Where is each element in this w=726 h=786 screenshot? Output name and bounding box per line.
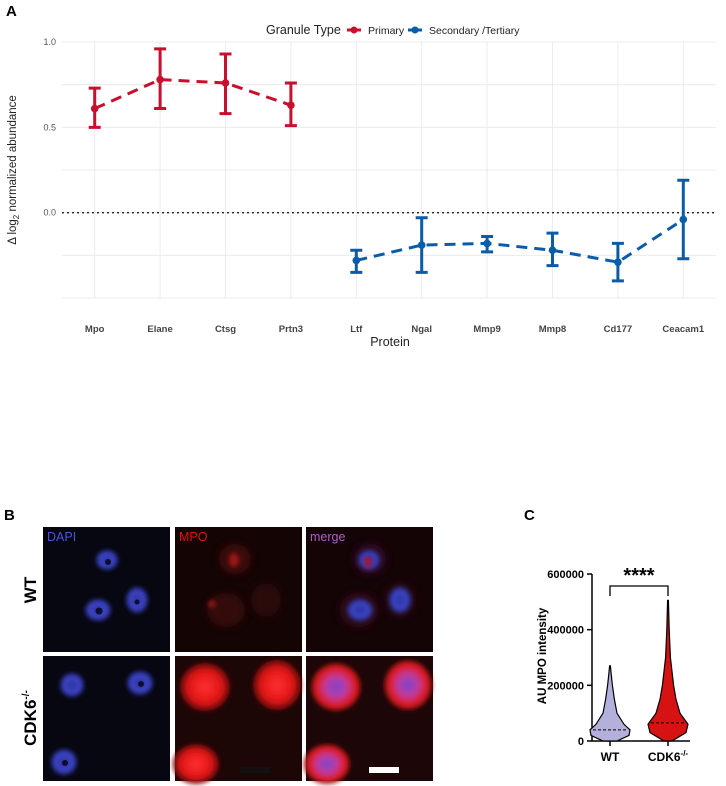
data-point [352,256,361,265]
series-primary [88,47,297,129]
series-secondary [350,178,690,283]
x-ticks-a: Mpo Elane Ctsg Prtn3 Ltf Ngal Mmp9 Mmp8 Cd177 Cea… [85,324,705,335]
y-label-prefix: Δ log [7,219,19,245]
data-point [679,215,688,224]
x-tick-label-a: Mmp9 [473,324,500,335]
data-point [548,246,557,255]
cells-ko-mpo [173,660,301,784]
panel-label-c: C [524,507,535,524]
panel-c: C AU MPO intensity 0 200000 400000 600000 W… [524,507,690,764]
panel-a: A Granule Type Primary Secondary /Tertia… [6,3,716,349]
x-tick-label-a: Ctsg [215,324,236,335]
data-point [287,101,295,109]
violin-wt [589,665,631,742]
x-tick-label-a: Mmp8 [539,324,566,335]
row-label-wt: WT [21,576,40,603]
x-tick-label-a: Elane [147,324,172,335]
data-point [417,241,426,249]
significance-bracket: **** [609,565,669,596]
image-wt-dapi [43,527,170,652]
scale-bar-mpo [240,767,270,773]
violin-ko [647,599,689,742]
y-tick-label-c: 200000 [547,680,584,692]
y-ticks-c: 0 200000 400000 600000 [547,569,592,748]
legend-a: Granule Type Primary Secondary /Tertiary [266,23,520,37]
x-axis-label-a: Protein [370,335,410,349]
data-point [483,239,491,248]
y-tick-label-c: 400000 [547,625,584,637]
cells-ko-merge [304,660,432,784]
x-tick-label-c: CDK6-/- [648,749,689,764]
data-point [156,75,164,84]
x-tick-label-c: WT [601,750,620,764]
row-label-ko-superscript: -/- [21,690,32,699]
legend-key-primary [347,26,361,34]
legend-point-secondary [411,26,419,34]
cells-wt-merge [340,544,415,627]
row-label-ko: CDK6-/- [21,690,40,746]
x-tick-label-a: Ngal [411,324,432,335]
nuclei-ko-dapi [51,671,153,775]
column-label-merge: merge [310,530,345,544]
legend-title: Granule Type [266,23,341,37]
y-tick-label-a: 0.0 [43,208,56,218]
data-point [614,258,622,266]
y-axis-label-a: Δ log2 normalized abundance [7,95,21,245]
significance-stars: **** [623,565,654,587]
legend-label-secondary: Secondary /Tertiary [429,25,520,37]
row-label-ko-text: CDK6 [21,700,40,746]
data-point [90,104,99,113]
x-ticks-c: WT CDK6-/- [601,741,689,764]
y-tick-label-c: 0 [578,736,584,748]
x-tick-label-a: Ltf [350,324,363,335]
y-tick-label-a: 0.5 [43,122,56,132]
y-label-suffix: normalized abundance [7,95,19,215]
series-a [88,47,690,283]
cells-wt-mpo [207,544,281,627]
panel-b: B [4,507,433,784]
x-tick-label-superscript: -/- [681,749,689,758]
y-label-subscript: 2 [12,214,21,219]
x-tick-label-a: Prtn3 [279,324,303,335]
violins-c [589,599,689,742]
series-line-secondary [355,218,685,264]
row-label-wt-text: WT [21,576,40,603]
x-tick-label-text: WT [601,750,620,764]
x-tick-label-a: Ceacam1 [662,324,704,335]
legend-point-primary [350,26,358,34]
x-tick-label-text: CDK6 [648,750,681,764]
column-label-dapi: DAPI [47,530,76,544]
panel-label-a: A [6,3,17,20]
x-tick-label-a: Mpo [85,324,105,335]
y-axis-label-c: AU MPO intensity [537,607,549,704]
scale-bar-merge [369,767,399,773]
column-label-mpo: MPO [179,530,208,544]
bracket-line [609,585,669,596]
panel-label-b: B [4,507,15,524]
legend-label-primary: Primary [368,25,405,37]
y-ticks-a: 1.0 0.5 0.0 [43,37,56,218]
y-tick-label-a: 1.0 [43,37,56,47]
series-line-primary [94,78,292,110]
data-point [221,79,230,87]
legend-key-secondary [408,26,422,34]
x-tick-label-a: Cd177 [604,324,633,335]
y-tick-label-c: 600000 [547,569,584,581]
nuclei-wt-dapi [85,550,148,621]
